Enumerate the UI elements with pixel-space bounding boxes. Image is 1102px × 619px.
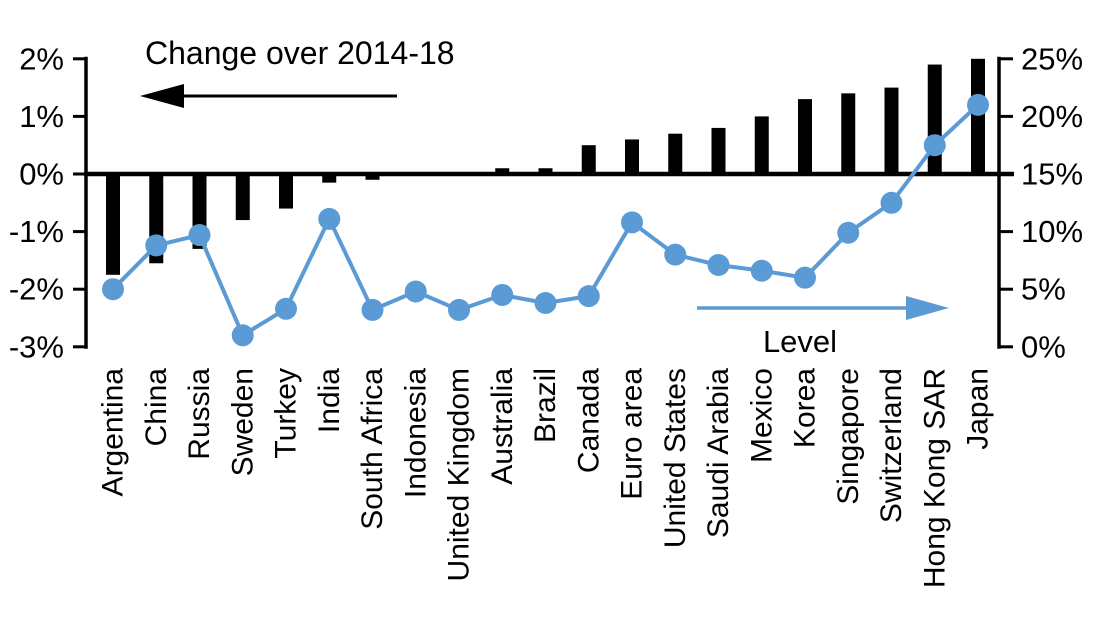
level-arrow-right-icon <box>906 296 949 320</box>
level-marker <box>534 292 557 315</box>
level-marker <box>491 283 514 306</box>
annotations: Change over 2014-18 Level <box>140 35 949 359</box>
axes <box>73 56 1013 349</box>
level-marker <box>794 266 816 289</box>
x-axis-category-label: Australia <box>486 368 519 485</box>
x-axis-category-label: South Africa <box>356 368 389 530</box>
x-axis-category-label: Sweden <box>226 368 259 476</box>
x-axis-category-label: Turkey <box>270 368 303 459</box>
level-marker <box>318 207 341 230</box>
change-bar <box>841 93 856 174</box>
change-bar <box>322 174 337 183</box>
left-axis-tick-label: 2% <box>19 41 64 76</box>
level-marker <box>275 297 297 320</box>
change-bar <box>927 64 942 174</box>
level-marker <box>880 191 903 214</box>
left-axis-tick-label: -3% <box>9 329 64 364</box>
change-bar <box>668 133 683 174</box>
x-axis-category-label: Argentina <box>97 368 130 497</box>
right-axis-tick-label: 0% <box>1021 329 1066 364</box>
left-axis-tick-label: 1% <box>19 99 64 134</box>
level-marker <box>361 298 384 321</box>
change-bar <box>581 145 596 174</box>
change-bar <box>754 116 769 174</box>
level-marker <box>621 211 643 234</box>
change-bar <box>495 168 510 174</box>
change-bar <box>279 174 293 209</box>
x-axis-category-label: Korea <box>789 368 822 448</box>
x-axis-category-label: Mexico <box>745 368 778 463</box>
change-annotation-label: Change over 2014-18 <box>145 35 455 71</box>
level-marker <box>102 278 124 301</box>
level-marker <box>577 285 600 308</box>
x-axis-category-label: Switzerland <box>875 368 908 523</box>
level-marker <box>448 298 470 321</box>
change-bar <box>971 58 985 174</box>
level-marker <box>664 243 687 266</box>
change-bar <box>538 168 553 174</box>
level-marker <box>923 134 946 157</box>
x-axis-category-label: Russia <box>183 368 216 460</box>
x-axis-category-label: Indonesia <box>399 368 432 498</box>
level-line-series <box>102 93 989 347</box>
x-axis-category-label: United Kingdom <box>443 368 476 581</box>
level-marker <box>404 280 427 303</box>
right-axis-tick-label: 25% <box>1021 41 1083 76</box>
x-axis-category-label: Brazil <box>529 368 562 443</box>
change-arrow-left-icon <box>140 84 184 108</box>
change-bar <box>106 174 120 275</box>
x-axis-category-label: Saudi Arabia <box>702 368 735 538</box>
change-bar <box>625 139 639 174</box>
right-axis-tick-label: 15% <box>1021 157 1083 192</box>
x-axis-category-labels: Argentina China Russia Sweden Turkey India Sou… <box>97 368 995 588</box>
change-bar <box>711 127 726 174</box>
change-bars-series <box>106 58 985 275</box>
x-axis-category-label: Hong Kong SAR <box>918 368 951 588</box>
right-axis-tick-label: 20% <box>1021 99 1083 134</box>
x-axis-category-label: Canada <box>572 368 605 473</box>
level-marker <box>145 234 168 257</box>
level-marker <box>231 324 254 347</box>
x-axis-category-label: Singapore <box>832 368 865 505</box>
level-marker <box>188 224 211 247</box>
level-marker <box>837 221 860 244</box>
x-axis-category-label: Euro area <box>616 368 649 500</box>
level-marker <box>707 254 730 277</box>
change-bar <box>235 174 250 221</box>
right-axis-tick-label: 5% <box>1021 272 1066 307</box>
change-bar <box>365 174 380 180</box>
x-axis-category-label: United States <box>659 368 692 548</box>
level-marker <box>967 93 989 116</box>
level-marker <box>750 259 773 282</box>
axis-tick-labels: 2% 1% 0% -1% -2% -3% 25% 20% 15% 10% 5% 0% <box>9 41 1083 364</box>
x-axis-category-label: China <box>140 368 173 447</box>
x-axis-category-label: Japan <box>962 368 995 450</box>
left-axis-tick-label: -1% <box>9 214 64 249</box>
level-annotation-label: Level <box>763 324 837 359</box>
change-bar <box>798 99 812 174</box>
x-axis-category-label: India <box>313 368 346 433</box>
left-axis-tick-label: -2% <box>9 272 64 307</box>
change-bar <box>884 87 899 174</box>
right-axis-tick-label: 10% <box>1021 214 1083 249</box>
left-axis-tick-label: 0% <box>19 157 64 192</box>
